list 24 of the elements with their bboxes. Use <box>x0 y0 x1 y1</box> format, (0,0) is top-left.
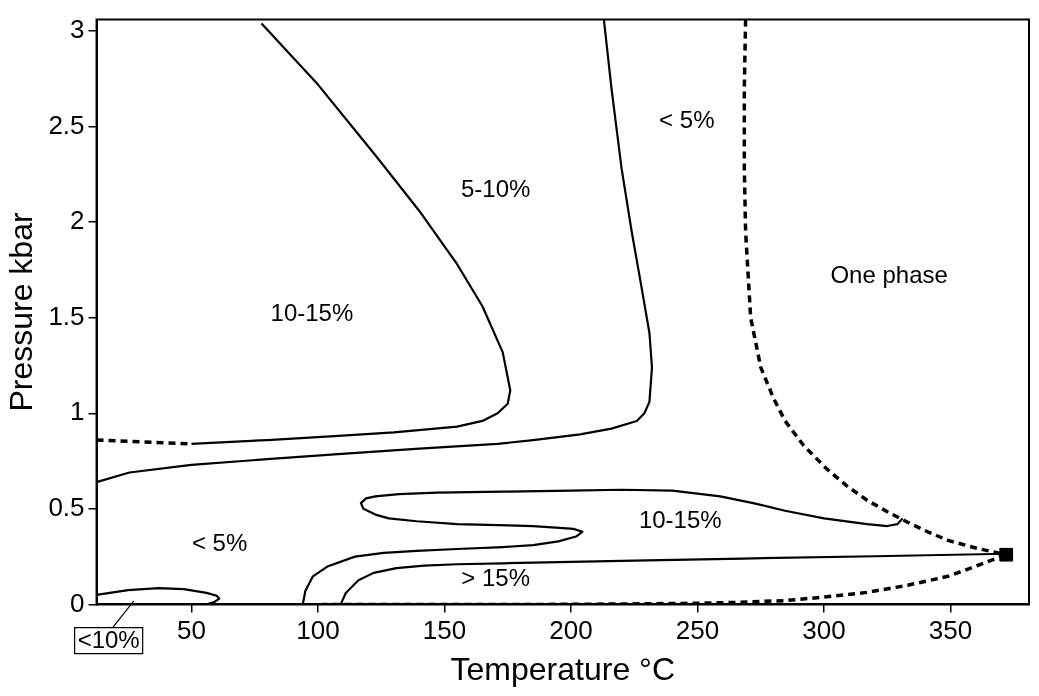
y-axis-title: Pressure kbar <box>3 212 40 412</box>
x-tick-label: 50 <box>176 615 206 646</box>
x-tick-label: 150 <box>422 615 467 646</box>
x-tick-label: 300 <box>802 615 846 646</box>
y-tick-label: 2.5 <box>48 109 85 140</box>
y-tick-label: 3 <box>70 14 85 45</box>
y-tick-label: 0 <box>70 587 85 618</box>
x-tick-label: 100 <box>296 615 340 646</box>
x-tick-label: 350 <box>928 615 973 646</box>
y-tick-label: 2 <box>70 205 85 236</box>
annotation: 10-15% <box>270 298 354 326</box>
x-tick-label: 200 <box>549 615 593 646</box>
annotation: 5-10% <box>460 175 531 203</box>
annotation: < 5% <box>659 106 715 134</box>
y-tick-label: 1 <box>70 396 85 427</box>
annotation: > 15% <box>461 563 530 591</box>
annotation: One phase <box>830 261 948 289</box>
y-tick-label: 1.5 <box>48 300 85 331</box>
text: <10% <box>77 626 140 654</box>
y-tick-label: 0.5 <box>48 492 85 523</box>
x-tick-label: 250 <box>675 615 720 646</box>
annotation: < 5% <box>191 529 248 557</box>
x-axis-title: Temperature °C <box>450 650 675 687</box>
annotation: 10-15% <box>638 505 722 533</box>
